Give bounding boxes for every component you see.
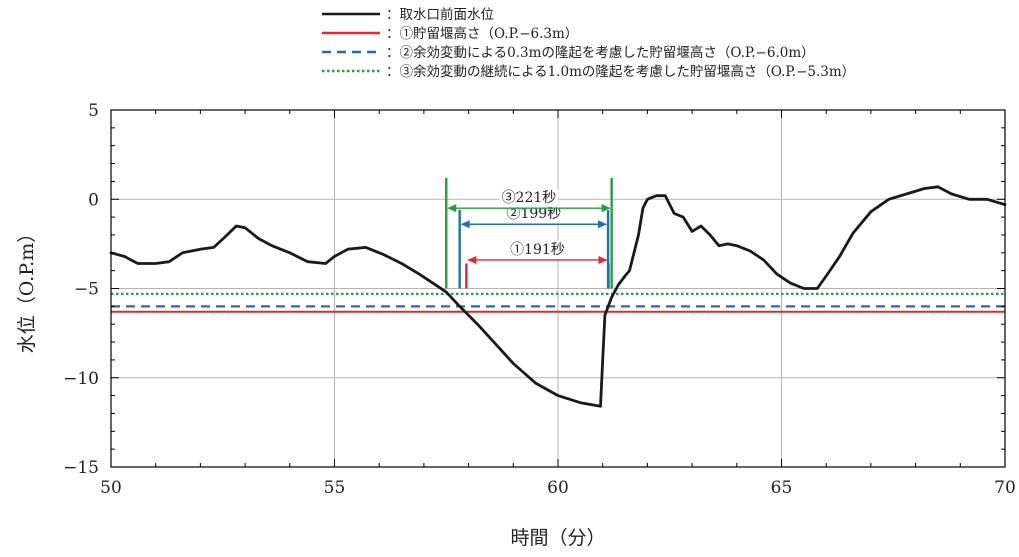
x-tick-label: 70 [994, 478, 1016, 498]
arrow-head-left [467, 255, 477, 264]
x-axis-title: 時間（分） [510, 527, 605, 549]
series-layer [109, 185, 1007, 408]
arrow-head-right [598, 220, 608, 229]
x-tick-label: 55 [324, 478, 346, 498]
x-tick-label: 65 [771, 478, 793, 498]
y-tick-label: −5 [74, 280, 99, 300]
y-tick-label: −15 [63, 458, 99, 478]
grid [111, 110, 1005, 467]
duration-label-bg [504, 205, 564, 224]
threshold-lines [111, 292, 1005, 313]
arrow-head-left [460, 220, 470, 229]
series-line [109, 185, 1007, 408]
arrow-head-right [598, 255, 608, 264]
legend-label: ：取水口前面水位 [386, 6, 494, 23]
legend-label: ：①貯留堰高さ（O.P.−6.3m） [386, 25, 578, 42]
arrow-head-right [601, 204, 611, 213]
duration-label: ①191秒 [510, 242, 565, 258]
y-tick-label: 0 [88, 190, 99, 210]
x-tick-label: 50 [100, 478, 122, 498]
legend: ：取水口前面水位 ：①貯留堰高さ（O.P.−6.3m） ：②余効変動による0.3mの… [322, 6, 855, 80]
duration-label: ③221秒 [502, 190, 557, 206]
legend-label: ：②余効変動による0.3mの隆起を考慮した貯留堰高さ（O.P.−6.0m） [386, 44, 815, 61]
y-tick-label: 5 [88, 101, 99, 121]
arrow-head-left [447, 204, 457, 213]
duration-label: ②199秒 [506, 206, 561, 222]
y-axis-title: 水位（O.P.m） [16, 224, 38, 354]
x-tick-label: 60 [547, 478, 569, 498]
y-tick-label: −10 [63, 369, 99, 389]
duration-label-bg [508, 240, 567, 259]
legend-label: ：③余効変動の継続による1.0mの隆起を考慮した貯留堰高さ（O.P.−5.3m） [386, 63, 855, 80]
duration-label-bg [499, 189, 559, 208]
